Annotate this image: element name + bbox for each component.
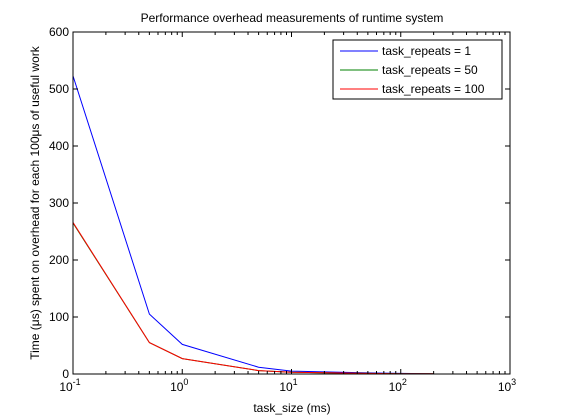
legend-label-1: task_repeats = 1 xyxy=(382,44,471,58)
x-tick-base: 10 xyxy=(498,380,512,394)
chart-title: Performance overhead measurements of run… xyxy=(141,11,444,25)
legend-label-2: task_repeats = 50 xyxy=(382,63,478,77)
y-axis-title: Time (μs) spent on overhead for each 100… xyxy=(28,45,42,360)
y-tick-label: 0 xyxy=(62,367,69,381)
x-tick-base: 10 xyxy=(170,380,184,394)
legend-label-3: task_repeats = 100 xyxy=(382,82,485,96)
y-tick-label: 600 xyxy=(49,25,69,39)
x-tick-base: 10 xyxy=(279,380,293,394)
y-tick-label: 200 xyxy=(49,253,69,267)
y-tick-label: 100 xyxy=(49,310,69,324)
x-tick-base: 10 xyxy=(389,380,403,394)
legend: task_repeats = 1 task_repeats = 50 task_re… xyxy=(332,39,503,100)
x-tick-base: 10 xyxy=(59,380,73,394)
plot-frame xyxy=(72,31,511,375)
x-tick-label: 101 xyxy=(279,377,297,394)
x-tick-exponent: 1 xyxy=(293,377,298,387)
y-tick-label: 500 xyxy=(49,82,69,96)
x-axis-title: task_size (ms) xyxy=(253,401,330,415)
x-tick-label: 10-1 xyxy=(59,377,80,394)
y-tick-label: 400 xyxy=(49,139,69,153)
x-tick-label: 102 xyxy=(389,377,407,394)
x-tick-exponent: 3 xyxy=(511,377,516,387)
y-tick-label: 300 xyxy=(49,196,69,210)
x-tick-exponent: 2 xyxy=(402,377,407,387)
x-tick-exponent: -1 xyxy=(73,377,81,387)
x-tick-label: 103 xyxy=(498,377,516,394)
x-tick-exponent: 0 xyxy=(183,377,188,387)
x-tick-label: 100 xyxy=(170,377,188,394)
